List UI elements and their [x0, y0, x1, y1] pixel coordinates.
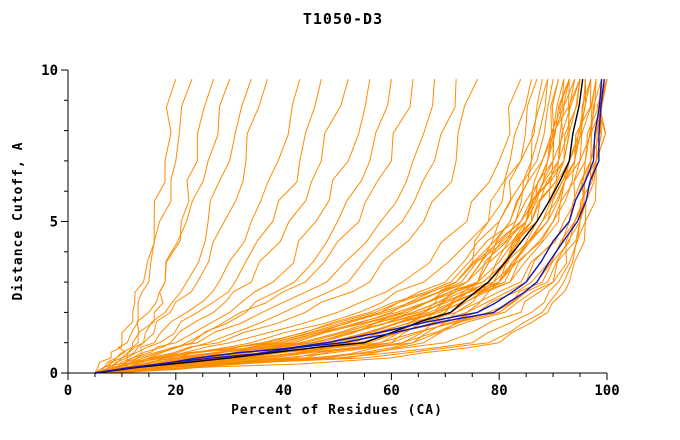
curve — [100, 78, 559, 374]
curve — [94, 79, 603, 374]
curve — [100, 79, 371, 374]
x-tick-label: 100 — [594, 383, 619, 399]
curve — [100, 78, 549, 374]
curve — [94, 78, 608, 374]
curve — [111, 79, 543, 374]
y-axis-label: Distance Cutoff, A — [11, 142, 26, 301]
curve — [111, 78, 559, 374]
curve — [100, 78, 592, 374]
curve — [94, 79, 584, 374]
curve — [94, 78, 322, 374]
curve — [111, 78, 608, 374]
curve — [105, 79, 586, 374]
curve — [105, 79, 414, 374]
curve — [94, 79, 435, 374]
curve — [110, 78, 349, 374]
y-tick-label: 5 — [50, 215, 58, 231]
curve — [111, 78, 592, 374]
curve — [99, 78, 193, 374]
curve — [100, 79, 549, 374]
curve — [105, 78, 570, 374]
x-tick-label: 80 — [491, 383, 508, 399]
curve — [94, 78, 522, 374]
curves-layer — [94, 78, 608, 374]
curve — [94, 78, 570, 374]
curve — [116, 79, 392, 374]
x-tick-label: 0 — [64, 383, 72, 399]
curve — [105, 79, 554, 374]
curve — [105, 78, 301, 374]
y-tick-label: 10 — [41, 63, 58, 79]
curve — [111, 79, 608, 374]
curve — [105, 78, 214, 374]
curve — [100, 79, 576, 374]
y-tick-label: 0 — [50, 366, 58, 382]
x-axis-label: Percent of Residues (CA) — [231, 403, 443, 418]
x-tick-label: 20 — [167, 383, 184, 399]
curve — [94, 79, 570, 374]
curve — [100, 78, 576, 374]
x-tick-label: 40 — [275, 383, 292, 399]
curve — [100, 78, 479, 374]
curve — [105, 78, 538, 374]
curve — [100, 79, 586, 374]
curve — [100, 78, 268, 374]
curve — [110, 79, 457, 374]
x-tick-label: 60 — [383, 383, 400, 399]
curve — [94, 79, 603, 374]
curve — [94, 78, 532, 374]
axes-layer: 0 20 40 60 80 100 0 5 10 — [41, 63, 620, 399]
curve — [94, 79, 605, 374]
curve — [94, 78, 177, 374]
curve — [105, 79, 565, 374]
curve — [94, 78, 231, 374]
chart-title: T1050-D3 — [303, 10, 383, 28]
